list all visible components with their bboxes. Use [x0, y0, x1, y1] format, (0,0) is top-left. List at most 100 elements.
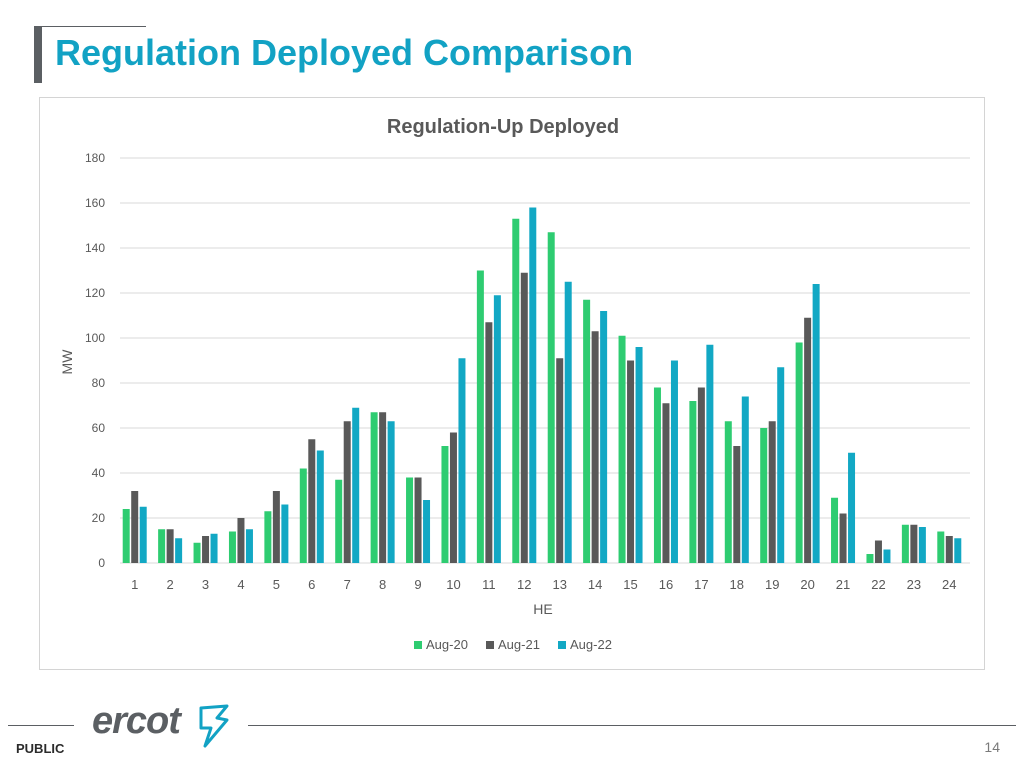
bar-Aug-20-9: [406, 477, 414, 563]
x-axis-label: HE: [533, 601, 552, 617]
y-tick-80: 80: [92, 376, 106, 390]
grid-layer: [120, 157, 970, 564]
bar-Aug-20-3: [193, 542, 201, 563]
y-tick-40: 40: [92, 466, 106, 480]
y-tick-100: 100: [85, 331, 105, 345]
bar-Aug-22-2: [175, 538, 183, 563]
bar-Aug-20-13: [547, 232, 555, 563]
legend-swatch-Aug-20: [414, 641, 422, 649]
bar-Aug-21-23: [910, 524, 918, 563]
bar-Aug-22-16: [670, 360, 678, 563]
x-tick-4: 4: [237, 577, 244, 592]
bar-Aug-21-10: [449, 432, 457, 563]
x-tick-14: 14: [588, 577, 602, 592]
bar-Aug-21-6: [308, 439, 316, 563]
footer-rule-left: [8, 725, 74, 726]
x-tick-7: 7: [344, 577, 351, 592]
y-tick-160: 160: [85, 196, 105, 210]
bar-Aug-22-18: [741, 396, 749, 563]
bar-Aug-21-7: [343, 421, 351, 563]
bar-Aug-20-11: [476, 270, 484, 563]
x-tick-18: 18: [730, 577, 744, 592]
bar-Aug-20-16: [653, 387, 661, 563]
bar-Aug-20-12: [512, 218, 520, 563]
bar-Aug-20-8: [370, 412, 378, 563]
legend-swatch-Aug-22: [558, 641, 566, 649]
x-tick-23: 23: [907, 577, 921, 592]
bar-Aug-20-15: [618, 335, 626, 563]
bar-Aug-22-13: [564, 281, 572, 563]
chart-title: Regulation-Up Deployed: [387, 116, 619, 138]
x-tick-21: 21: [836, 577, 850, 592]
bar-Aug-21-18: [733, 446, 741, 563]
bar-Aug-22-5: [281, 504, 289, 563]
bar-Aug-22-24: [954, 538, 962, 563]
x-tick-19: 19: [765, 577, 779, 592]
y-tick-0: 0: [98, 556, 105, 570]
bar-Aug-22-12: [529, 207, 537, 563]
y-axis-label: MW: [59, 349, 75, 375]
bar-Aug-21-4: [237, 518, 245, 563]
legend-label-Aug-22: Aug-22: [570, 637, 612, 652]
legend-swatch-Aug-21: [486, 641, 494, 649]
x-tick-24: 24: [942, 577, 956, 592]
bar-Aug-22-10: [458, 358, 466, 563]
footer-rule-right: [248, 725, 1016, 726]
bar-Aug-21-11: [485, 322, 493, 563]
bar-Aug-21-3: [202, 536, 210, 563]
bar-Aug-20-10: [441, 446, 449, 563]
bar-Aug-22-7: [352, 407, 360, 563]
page-number: 14: [984, 739, 1000, 755]
bar-Aug-21-20: [804, 317, 812, 563]
x-tick-3: 3: [202, 577, 209, 592]
bar-Aug-20-6: [299, 468, 307, 563]
x-tick-5: 5: [273, 577, 280, 592]
y-tick-60: 60: [92, 421, 106, 435]
bar-Aug-20-7: [335, 479, 343, 563]
bar-Aug-22-14: [600, 311, 608, 563]
bar-Aug-22-22: [883, 549, 891, 563]
bar-Aug-21-9: [414, 477, 422, 563]
bar-Aug-22-21: [848, 452, 856, 563]
bar-Aug-22-23: [918, 527, 926, 563]
x-tick-20: 20: [800, 577, 814, 592]
bar-Aug-22-17: [706, 344, 714, 563]
y-tick-20: 20: [92, 511, 106, 525]
x-tick-8: 8: [379, 577, 386, 592]
page-title: Regulation Deployed Comparison: [55, 32, 634, 73]
bar-Aug-20-21: [831, 497, 839, 563]
bar-Aug-22-9: [423, 500, 431, 563]
bar-Aug-21-2: [166, 529, 174, 563]
bar-Aug-20-18: [724, 421, 732, 563]
footer-public-label: PUBLIC: [16, 741, 65, 756]
x-tick-labels: 1 2 3 4 5 6 7 8 9 10 11 12 13 14 15 16 17 18 19 20 21 22 23 24: [131, 577, 956, 592]
x-tick-12: 12: [517, 577, 531, 592]
bar-Aug-21-24: [945, 536, 953, 563]
bar-Aug-22-11: [493, 295, 501, 563]
bar-Aug-21-21: [839, 513, 847, 563]
bar-Aug-21-15: [627, 360, 635, 563]
logo-wordmark: ercot: [92, 700, 181, 742]
bar-Aug-22-3: [210, 533, 218, 563]
x-tick-10: 10: [446, 577, 460, 592]
title-accent-rule: [34, 26, 146, 27]
x-tick-16: 16: [659, 577, 673, 592]
title-accent-bar: [34, 27, 42, 83]
ercot-logo: ercot: [92, 700, 242, 752]
x-tick-13: 13: [552, 577, 566, 592]
bar-Aug-21-8: [379, 412, 387, 563]
bar-Aug-21-16: [662, 403, 670, 563]
bar-Aug-20-24: [937, 531, 945, 563]
ercot-star-icon: [199, 704, 229, 748]
bar-Aug-20-1: [122, 509, 130, 563]
bar-Aug-21-19: [768, 421, 776, 563]
bar-Aug-20-17: [689, 401, 697, 563]
bars: [122, 207, 962, 563]
bar-Aug-20-19: [760, 428, 768, 563]
bar-Aug-20-14: [583, 299, 591, 563]
bar-Aug-22-19: [777, 367, 785, 563]
chart-frame: 0 20 40 60 80 100 120 140 160 180 1 2 3 4 5 6 7 8 9 10 11 12…: [39, 97, 985, 670]
bar-Aug-20-22: [866, 554, 874, 563]
x-tick-15: 15: [623, 577, 637, 592]
